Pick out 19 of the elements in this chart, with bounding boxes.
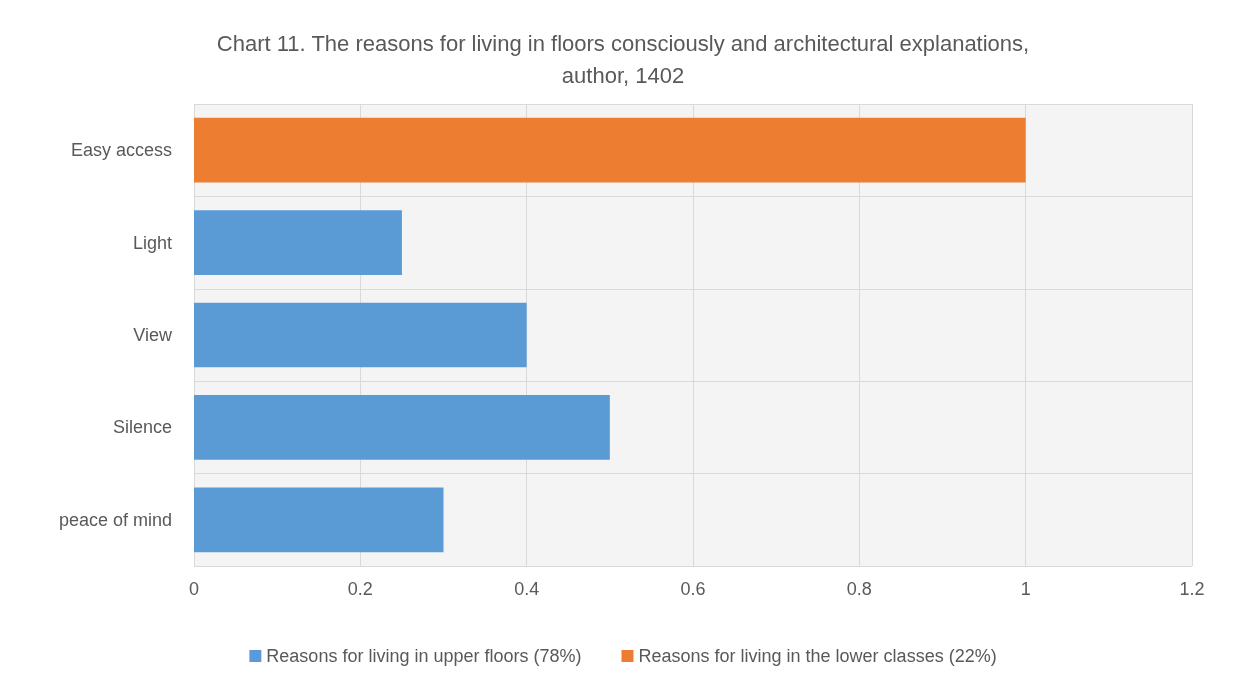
legend-label: Reasons for living in the lower classes (22%) (638, 646, 997, 666)
y-tick-label: peace of mind (58, 509, 172, 530)
legend-label: Reasons for living in upper floors (78%) (266, 646, 582, 666)
x-tick-label: 1 (1020, 579, 1031, 599)
y-tick-label: Silence (112, 417, 172, 438)
y-tick-label: Easy access (70, 140, 172, 161)
bar (194, 302, 527, 368)
x-tick-label: 0.2 (347, 579, 373, 599)
x-tick-label: 1.2 (1179, 579, 1205, 599)
x-tick-label: 0.6 (680, 579, 706, 599)
bar (194, 487, 444, 553)
x-tick-label: 0.8 (846, 579, 872, 599)
bar (194, 210, 402, 275)
x-tick-label: 0 (188, 579, 200, 599)
y-tick-label: Light (132, 232, 172, 253)
y-tick-label: View (133, 325, 173, 345)
x-tick-label: 0.4 (514, 579, 540, 599)
bar (194, 395, 610, 460)
chart-title: Chart 11. The reasons for living in floors consciously and architectural explanations, author, 1402 (216, 30, 1030, 88)
